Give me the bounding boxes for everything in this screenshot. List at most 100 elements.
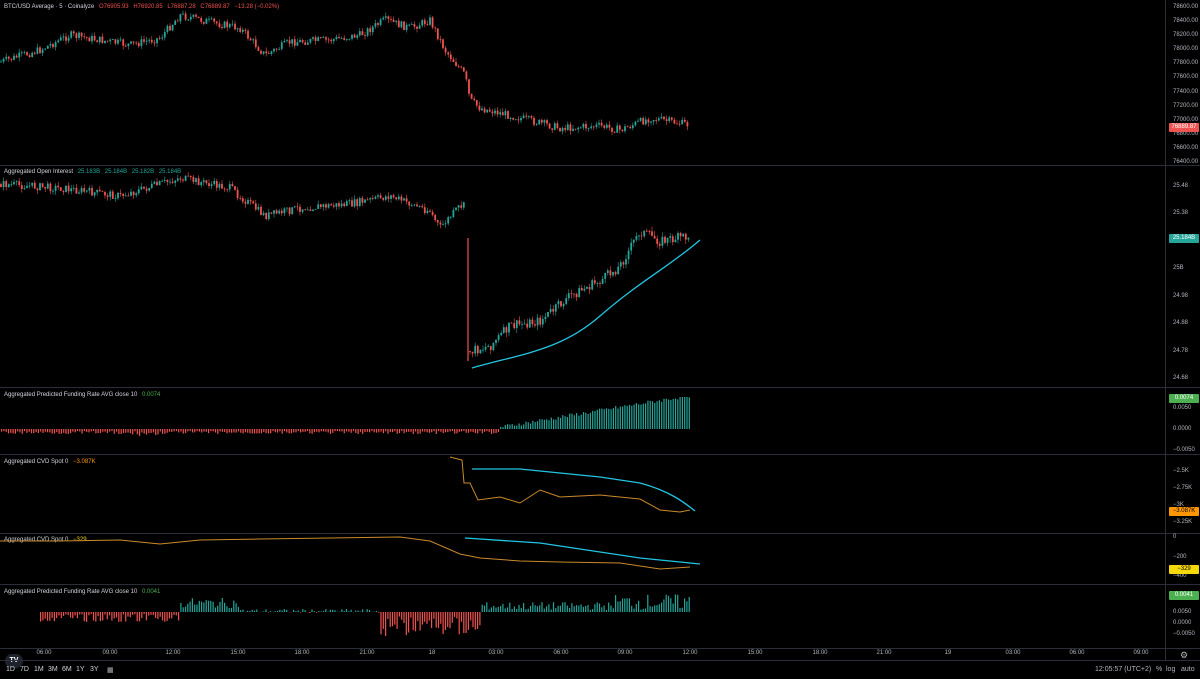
candle-body	[94, 192, 96, 195]
funding-bar	[201, 602, 202, 612]
funding-bar	[289, 429, 290, 433]
candle-body	[115, 198, 117, 199]
candle-body	[437, 220, 439, 222]
timeframe-3y[interactable]: 3Y	[90, 666, 99, 673]
funding-bar	[659, 604, 660, 612]
funding-bar	[541, 602, 542, 612]
candle-body	[216, 181, 218, 188]
funding-bar	[275, 611, 276, 612]
candle-body	[643, 231, 645, 236]
candle-body	[474, 346, 476, 354]
funding-bar	[305, 429, 306, 432]
funding-bar	[88, 429, 89, 432]
calendar-icon[interactable]: ▦	[107, 666, 114, 674]
candle-body	[654, 236, 656, 239]
funding-bar	[500, 427, 501, 429]
funding-bar	[537, 421, 538, 429]
funding-bar	[146, 429, 147, 435]
candle-body	[128, 196, 130, 197]
candle-body	[434, 215, 436, 220]
funding-bar	[362, 609, 363, 612]
funding-bar	[132, 612, 133, 615]
funding-bar	[307, 429, 308, 431]
candle-body	[606, 125, 608, 128]
funding-bar	[560, 606, 561, 612]
funding-bar	[548, 420, 549, 429]
candle-body	[3, 59, 5, 62]
candle-body	[494, 111, 496, 114]
funding-bar	[542, 419, 543, 429]
funding-bar	[581, 415, 582, 429]
funding-bar	[675, 398, 676, 429]
candle-body	[167, 26, 169, 32]
funding-bar	[470, 612, 471, 620]
funding2-last-tag: 0.0041	[1169, 591, 1199, 600]
funding-bar	[383, 612, 384, 629]
candle-body	[180, 14, 182, 21]
funding-bar	[348, 429, 349, 432]
price-chart[interactable]	[0, 0, 1165, 165]
funding-bar	[222, 598, 223, 612]
auto-toggle[interactable]: auto	[1181, 666, 1195, 673]
axis-tick-label: 78400.00	[1173, 18, 1198, 25]
candle-body	[472, 352, 474, 354]
timeframe-6m[interactable]: 6M	[62, 666, 72, 673]
funding-bar	[640, 610, 641, 612]
funding-bar	[88, 612, 89, 615]
funding2-chart[interactable]	[0, 585, 1165, 648]
funding-bar	[362, 429, 363, 434]
funding-bar	[167, 429, 168, 433]
candle-body	[675, 240, 677, 242]
timeframe-1y[interactable]: 1Y	[76, 666, 85, 673]
candle-body	[336, 37, 338, 39]
cvd2-chart[interactable]	[0, 534, 1165, 584]
candle-body	[565, 298, 567, 304]
funding-bar	[254, 429, 255, 433]
time-tick-label: 09:00	[102, 650, 117, 656]
candle-body	[341, 38, 343, 39]
funding-bar	[210, 429, 211, 431]
candle-body	[81, 188, 83, 192]
funding-bar	[652, 401, 653, 429]
candle-body	[284, 41, 286, 42]
candle-body	[265, 51, 267, 53]
candle-body	[450, 54, 452, 59]
log-toggle[interactable]: log	[1166, 666, 1175, 673]
funding-bar	[309, 612, 310, 613]
axis-tick-label: 78000.00	[1173, 46, 1198, 53]
cvd1-chart[interactable]	[0, 455, 1165, 533]
candle-body	[315, 209, 317, 210]
candle-body	[516, 320, 518, 328]
funding-bar	[157, 429, 158, 434]
timeframe-7d[interactable]: 7D	[20, 666, 29, 673]
funding-bar	[493, 606, 494, 612]
settings-icon[interactable]: ⚙	[1180, 650, 1188, 661]
funding-bar	[95, 612, 96, 622]
funding-bar	[169, 612, 170, 618]
candle-body	[109, 40, 111, 42]
candle-body	[143, 39, 145, 41]
timeframe-1m[interactable]: 1M	[34, 666, 44, 673]
clock[interactable]: 12:05:57 (UTC+2)	[1095, 666, 1151, 673]
timeframe-1d[interactable]: 1D	[6, 666, 15, 673]
oi-chart[interactable]	[0, 166, 1165, 388]
candle-body	[63, 36, 65, 37]
funding1-chart[interactable]	[0, 388, 1165, 454]
funding-bar	[1, 429, 2, 432]
candle-body	[506, 327, 508, 332]
candle-body	[193, 15, 195, 17]
time-tick-label: 03:00	[1005, 650, 1020, 656]
funding-bar	[509, 425, 510, 429]
funding-bar	[668, 399, 669, 429]
timeframe-3m[interactable]: 3M	[48, 666, 58, 673]
candle-body	[419, 206, 421, 207]
candle-body	[414, 24, 416, 27]
candle-body	[466, 71, 468, 79]
candle-body	[354, 199, 356, 206]
funding-bar	[378, 429, 379, 432]
funding-bar	[505, 425, 506, 429]
candle-body	[590, 126, 592, 128]
percent-toggle[interactable]: %	[1156, 666, 1162, 673]
funding-bar	[130, 429, 131, 433]
